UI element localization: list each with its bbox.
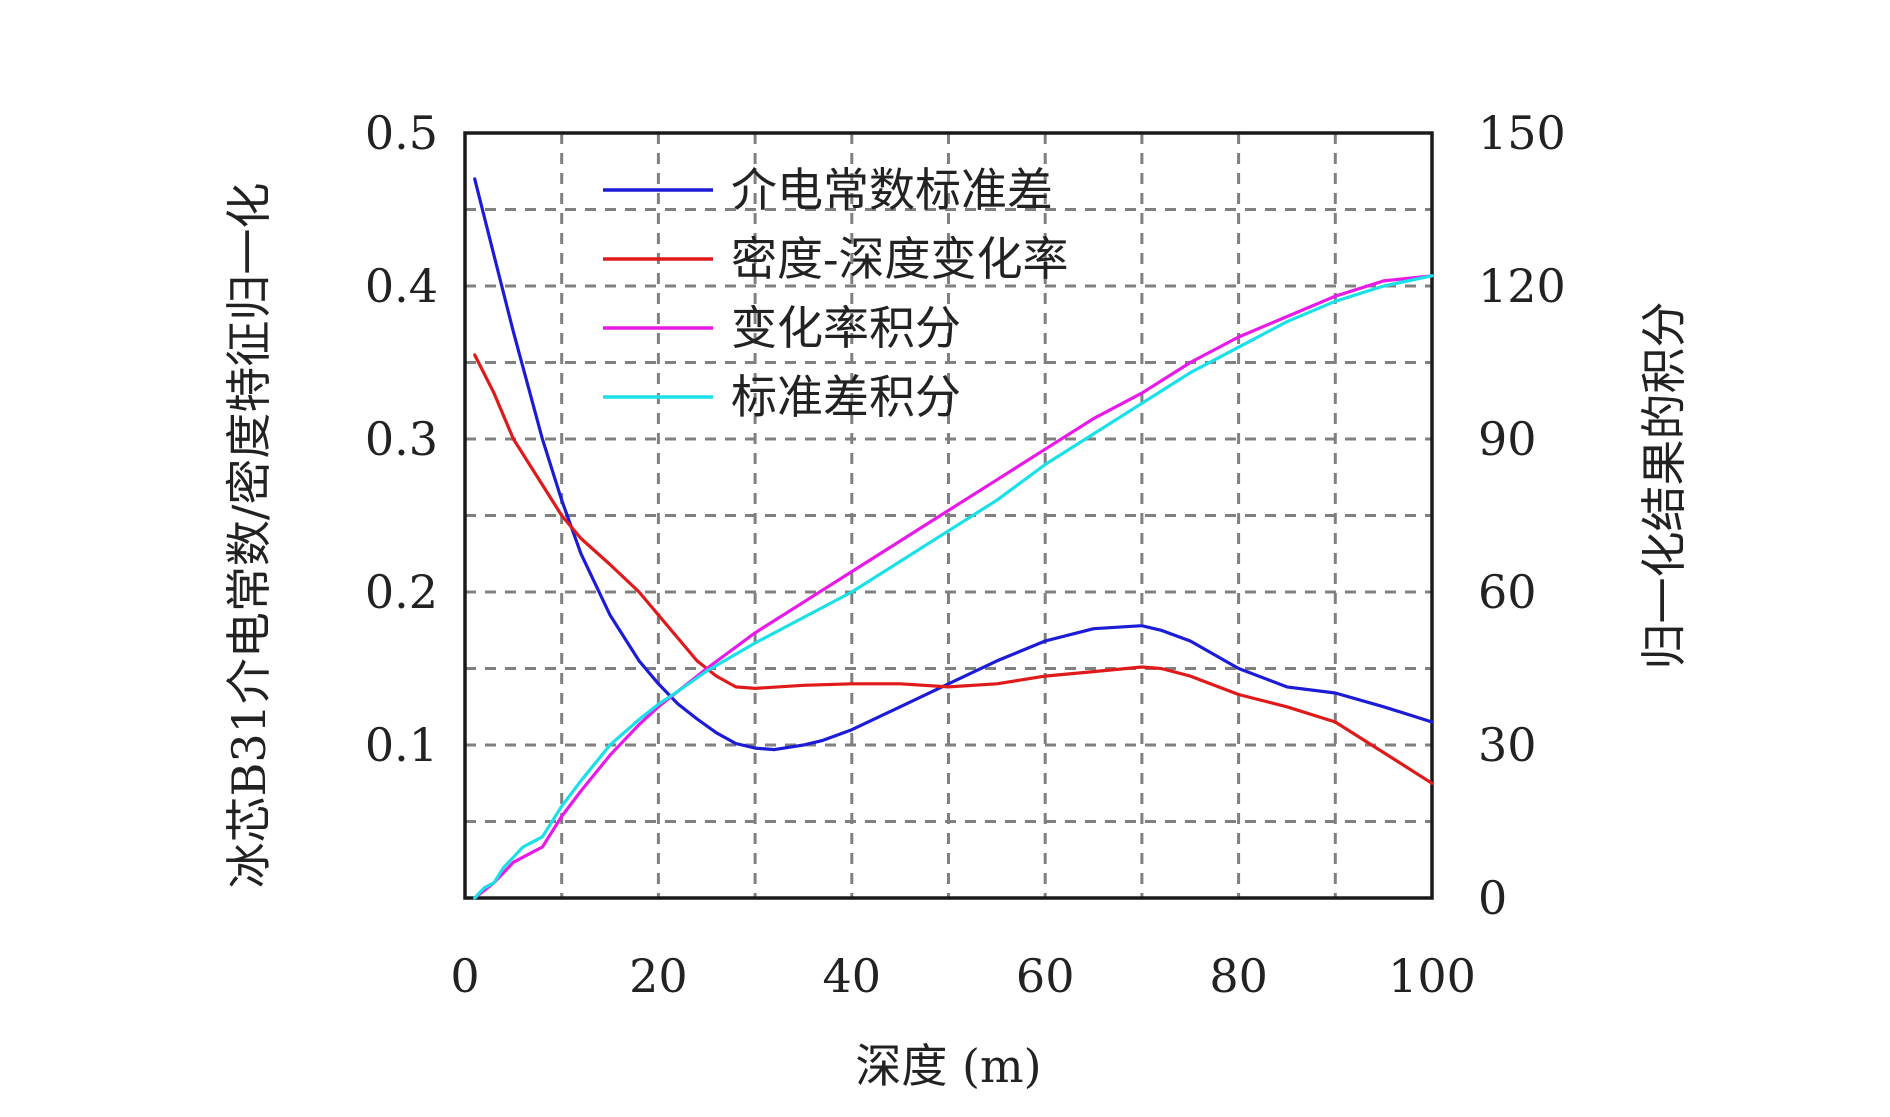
series-line-2 — [473, 353, 1434, 785]
legend-label: 标准差积分 — [731, 370, 961, 424]
x-tick-label: 80 — [1209, 949, 1268, 1003]
y-right-tick-label: 0 — [1478, 871, 1507, 925]
y-left-tick-label: 0.3 — [365, 412, 438, 466]
x-tick-label: 100 — [1388, 949, 1476, 1003]
legend-label: 变化率积分 — [731, 301, 961, 355]
y-left-axis-ticks: 0.1 0.2 0.3 0.4 0.5 — [365, 106, 438, 772]
plot-area-frame — [463, 131, 1434, 900]
x-tick-label: 0 — [450, 949, 479, 1003]
y-right-tick-label: 60 — [1478, 565, 1537, 619]
x-axis-title: 深度 (m) — [855, 1039, 1041, 1093]
y-right-tick-label: 90 — [1478, 412, 1537, 466]
series-line-4 — [473, 274, 1434, 900]
y-right-tick-label: 150 — [1478, 106, 1566, 160]
y-right-tick-label: 120 — [1478, 259, 1566, 313]
y-right-axis-ticks: 0 30 60 90 120 150 — [1478, 106, 1566, 925]
y-right-axis-title: 归一化结果的积分 — [1637, 302, 1691, 670]
x-tick-label: 40 — [823, 949, 882, 1003]
y-left-tick-label: 0.1 — [365, 718, 438, 772]
x-tick-label: 20 — [629, 949, 688, 1003]
grid — [465, 133, 1432, 898]
y-right-tick-label: 30 — [1478, 718, 1537, 772]
series-line-3 — [473, 274, 1434, 900]
y-left-tick-label: 0.2 — [365, 565, 438, 619]
x-axis-ticks: 0 20 40 60 80 100 — [450, 949, 1476, 1003]
y-left-axis-title: 冰芯B31介电常数/密度特征归一化 — [222, 183, 276, 889]
series-line-1 — [473, 177, 1434, 752]
x-tick-label: 60 — [1016, 949, 1075, 1003]
series-group — [473, 177, 1434, 900]
legend-label: 密度-深度变化率 — [731, 232, 1069, 286]
y-left-tick-label: 0.5 — [365, 106, 438, 160]
y-left-tick-label: 0.4 — [365, 259, 438, 313]
legend-label: 介电常数标准差 — [731, 163, 1053, 217]
